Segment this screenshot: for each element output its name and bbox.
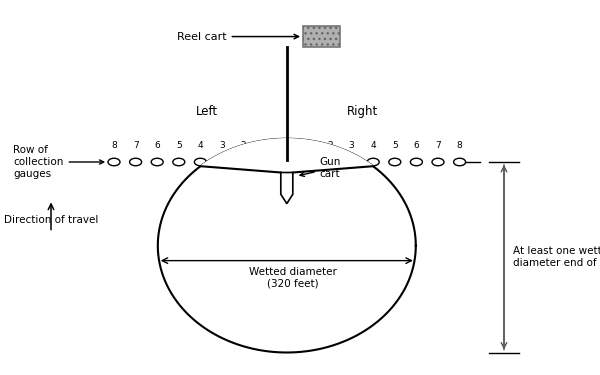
Text: 8: 8 [457, 141, 463, 150]
Text: 7: 7 [133, 141, 139, 150]
Text: 3: 3 [219, 141, 225, 150]
Text: Row of
collection
gauges: Row of collection gauges [13, 146, 104, 178]
Text: 1: 1 [262, 141, 268, 150]
Text: Right: Right [347, 105, 379, 118]
Text: 2: 2 [241, 141, 247, 150]
Text: 6: 6 [413, 141, 419, 150]
Text: At least one wetted
diameter end of field: At least one wetted diameter end of fiel… [513, 246, 600, 268]
Text: 4: 4 [197, 141, 203, 150]
Text: Direction of travel: Direction of travel [4, 215, 98, 225]
Text: Gun
cart: Gun cart [300, 158, 341, 179]
Polygon shape [281, 172, 293, 204]
Text: Left: Left [196, 105, 218, 118]
Bar [303, 26, 340, 47]
Text: Reel cart: Reel cart [177, 32, 299, 42]
Text: 4: 4 [370, 141, 376, 150]
Polygon shape [200, 139, 373, 204]
Text: Wetted diameter
(320 feet): Wetted diameter (320 feet) [249, 267, 337, 289]
Bar [303, 26, 340, 47]
Text: 3: 3 [349, 141, 355, 150]
Text: 1: 1 [305, 141, 311, 150]
Text: 7: 7 [435, 141, 441, 150]
Text: 2: 2 [327, 141, 333, 150]
Text: 6: 6 [154, 141, 160, 150]
Text: 8: 8 [111, 141, 117, 150]
Text: 5: 5 [176, 141, 182, 150]
Text: 5: 5 [392, 141, 398, 150]
